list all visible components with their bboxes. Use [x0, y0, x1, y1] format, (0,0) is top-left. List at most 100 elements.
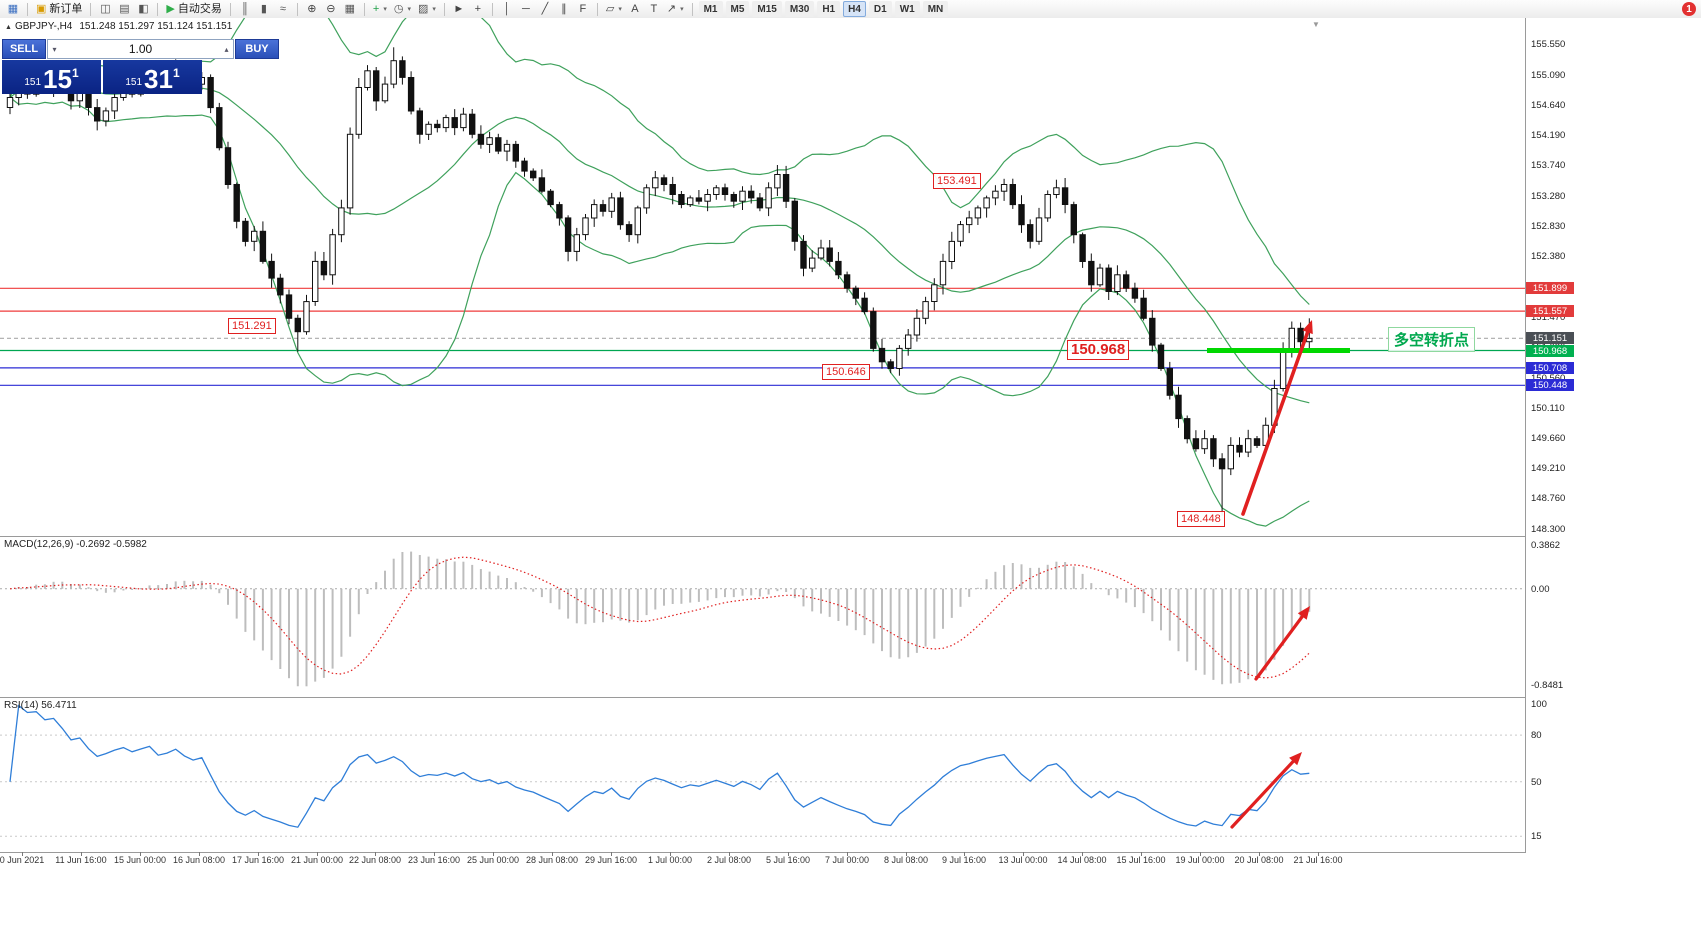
new-chart-icon[interactable]: ▦	[4, 1, 22, 18]
symbol-marker-icon: ▲	[5, 24, 12, 31]
shapes-icon[interactable]: ▱ ▾	[603, 1, 625, 18]
price-label-150.968: 150.968	[1067, 340, 1130, 360]
zoom-in-icon[interactable]: ⊕	[303, 1, 321, 18]
time-axis-label: 5 Jul 16:00	[765, 855, 811, 865]
sell-price-pips: 15	[43, 64, 72, 94]
timeframe-M30[interactable]: M30	[784, 1, 815, 17]
time-tick	[1259, 852, 1260, 856]
rsi-scale-15: 15	[1531, 831, 1542, 842]
notification-badge[interactable]: 1	[1682, 2, 1696, 16]
autotrading-button: ▶	[166, 2, 175, 15]
time-axis-label: 16 Jun 08:00	[172, 855, 226, 865]
panel-splitter-rsi[interactable]	[0, 697, 1701, 698]
arrows-icon[interactable]: ↗ ▾	[664, 1, 687, 18]
time-tick	[1200, 852, 1201, 856]
macd-scale-bottom: -0.8481	[1531, 680, 1564, 691]
chevron-down-icon: ▾	[618, 5, 622, 13]
cursor-icon[interactable]: ►	[450, 1, 468, 18]
autotrading-button[interactable]: ▶ 自动交易	[163, 1, 224, 18]
time-tick	[1141, 852, 1142, 856]
tile-windows-icon[interactable]: ▦	[341, 1, 359, 18]
line-chart-icon: ≈	[279, 2, 286, 15]
zoom-out-icon[interactable]: ⊖	[322, 1, 340, 18]
rsi-indicator-label: RSI(14) 56.4711	[4, 700, 77, 711]
market-watch-icon[interactable]: ◫	[96, 1, 114, 18]
time-axis-label: 19 Jul 00:00	[1175, 855, 1225, 865]
price-tick-label: 155.550	[1531, 39, 1566, 50]
indicators-icon[interactable]: + ▾	[370, 1, 390, 18]
sell-price-display[interactable]: 151 15 1	[2, 60, 101, 94]
time-axis-label: 17 Jun 16:00	[231, 855, 285, 865]
price-tag-151.557: 151.557	[1526, 305, 1574, 317]
timeframe-M15[interactable]: M15	[752, 1, 782, 17]
time-tick	[22, 852, 23, 856]
time-tick	[1082, 852, 1083, 856]
time-axis-label: 23 Jun 16:00	[407, 855, 461, 865]
channel-icon[interactable]: ∥	[555, 1, 573, 18]
line-chart-icon[interactable]: ≈	[274, 1, 292, 18]
time-axis-label: 25 Jun 00:00	[466, 855, 520, 865]
price-tick-label: 148.300	[1531, 524, 1566, 535]
navigator-icon: ◧	[138, 2, 149, 15]
horizontal-line-icon[interactable]: ─	[517, 1, 535, 18]
time-tick	[611, 852, 612, 856]
trendline-icon[interactable]: ╱	[536, 1, 554, 18]
price-label-150.646: 150.646	[822, 364, 870, 380]
time-axis-label: 1 Jul 00:00	[647, 855, 693, 865]
time-tick	[81, 852, 82, 856]
new-order-button: ▣	[36, 2, 47, 15]
timeframe-M5[interactable]: M5	[725, 1, 750, 17]
timeframe-MN[interactable]: MN	[922, 1, 949, 17]
buy-price-display[interactable]: 151 31 1	[103, 60, 202, 94]
price-tick-label: 149.210	[1531, 463, 1566, 474]
timeframe-H4[interactable]: H4	[843, 1, 866, 17]
data-window-icon[interactable]: ▤	[115, 1, 133, 18]
time-axis-label: 2 Jul 08:00	[706, 855, 752, 865]
bar-chart-icon[interactable]: ║	[236, 1, 254, 18]
text-icon: A	[631, 2, 639, 15]
time-axis-label: 9 Jul 16:00	[941, 855, 987, 865]
price-label-153.491: 153.491	[933, 173, 981, 189]
timeframe-H1[interactable]: H1	[817, 1, 841, 17]
rsi-panel[interactable]	[0, 698, 1525, 852]
macd-panel[interactable]	[0, 537, 1525, 697]
new-chart-icon: ▦	[7, 2, 19, 15]
buy-button[interactable]: BUY	[235, 39, 279, 59]
time-tick	[434, 852, 435, 856]
data-window-icon: ▤	[119, 2, 130, 15]
text-icon[interactable]: A	[626, 1, 644, 18]
new-order-button[interactable]: ▣ 新订单	[33, 1, 85, 18]
lot-increase-button[interactable]: ▴	[224, 44, 229, 54]
timeframe-W1[interactable]: W1	[894, 1, 920, 17]
zoom-out-icon: ⊖	[326, 2, 336, 15]
price-tick-label: 148.760	[1531, 493, 1566, 504]
time-axis-label: 28 Jun 08:00	[525, 855, 579, 865]
sell-button[interactable]: SELL	[2, 39, 46, 59]
fibonacci-icon[interactable]: F	[574, 1, 592, 18]
vertical-line-icon[interactable]: │	[498, 1, 516, 18]
lot-size-input[interactable]	[61, 41, 220, 57]
symbol-info: ▲ GBPJPY-,H4 151.248 151.297 151.124 151.1…	[5, 21, 232, 32]
timeframe-D1[interactable]: D1	[868, 1, 892, 17]
periods-icon[interactable]: ◷ ▾	[391, 1, 414, 18]
time-tick	[375, 852, 376, 856]
macd-indicator-label: MACD(12,26,9) -0.2692 -0.5982	[4, 539, 147, 550]
zoom-in-icon: ⊕	[307, 2, 317, 15]
time-tick	[964, 852, 965, 856]
crosshair-icon[interactable]: +	[469, 1, 487, 18]
toolbar-separator	[229, 2, 231, 16]
navigator-icon[interactable]: ◧	[134, 1, 152, 18]
price-axis[interactable]: 155.550 155.090 154.640 154.190 153.740 153.2…	[1526, 18, 1701, 943]
candlestick-chart-icon[interactable]: ▮	[255, 1, 273, 18]
price-chart[interactable]	[0, 18, 1525, 536]
panel-splitter-macd[interactable]	[0, 536, 1701, 537]
macd-scale-top: 0.3862	[1531, 540, 1561, 551]
label-icon[interactable]: T	[645, 1, 663, 18]
lot-decrease-button[interactable]: ▾	[52, 44, 57, 54]
chart-shift-marker[interactable]: ▼	[1312, 20, 1320, 29]
templates-icon[interactable]: ▨ ▾	[415, 1, 439, 18]
timeframe-M1[interactable]: M1	[698, 1, 723, 17]
price-tag-150.708: 150.708	[1526, 362, 1574, 374]
rsi-scale-50: 50	[1531, 777, 1542, 788]
fibonacci-icon: F	[579, 2, 587, 15]
